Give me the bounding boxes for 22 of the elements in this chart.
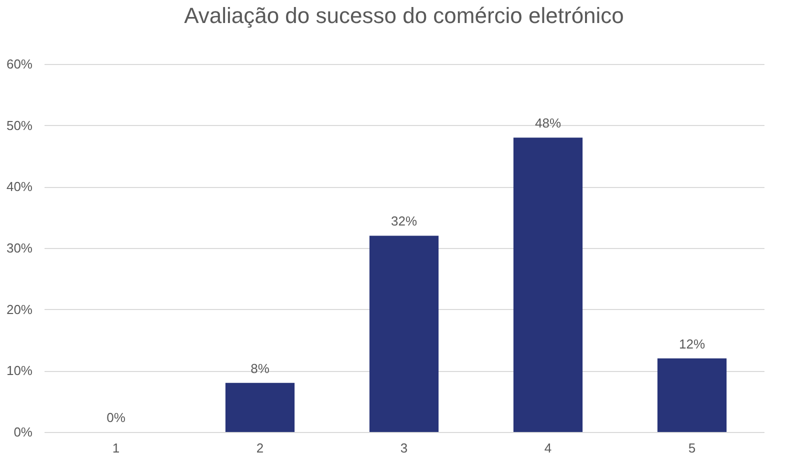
data-label: 0% (106, 410, 126, 425)
bar (657, 358, 727, 432)
x-tick-label: 4 (544, 440, 552, 456)
y-tick-label: 0% (14, 424, 33, 440)
x-tick-label: 5 (688, 440, 696, 456)
bar (369, 236, 439, 432)
chart-title: Avaliação do sucesso do comércio eletrónico (184, 3, 624, 28)
y-tick-label: 60% (6, 56, 33, 72)
y-tick-label: 30% (6, 240, 33, 256)
x-tick-label: 3 (400, 440, 408, 456)
y-tick-label: 20% (6, 302, 33, 317)
x-tick-label: 2 (256, 440, 264, 456)
data-label: 48% (534, 116, 562, 131)
x-tick-label: 1 (112, 440, 120, 456)
y-tick-label: 10% (6, 363, 33, 378)
y-tick-label: 40% (6, 179, 33, 194)
bar (513, 138, 583, 432)
data-label: 32% (390, 214, 418, 229)
data-label: 12% (678, 336, 706, 352)
data-label: 8% (250, 360, 270, 376)
y-tick-label: 50% (6, 118, 33, 133)
bar (225, 382, 295, 432)
